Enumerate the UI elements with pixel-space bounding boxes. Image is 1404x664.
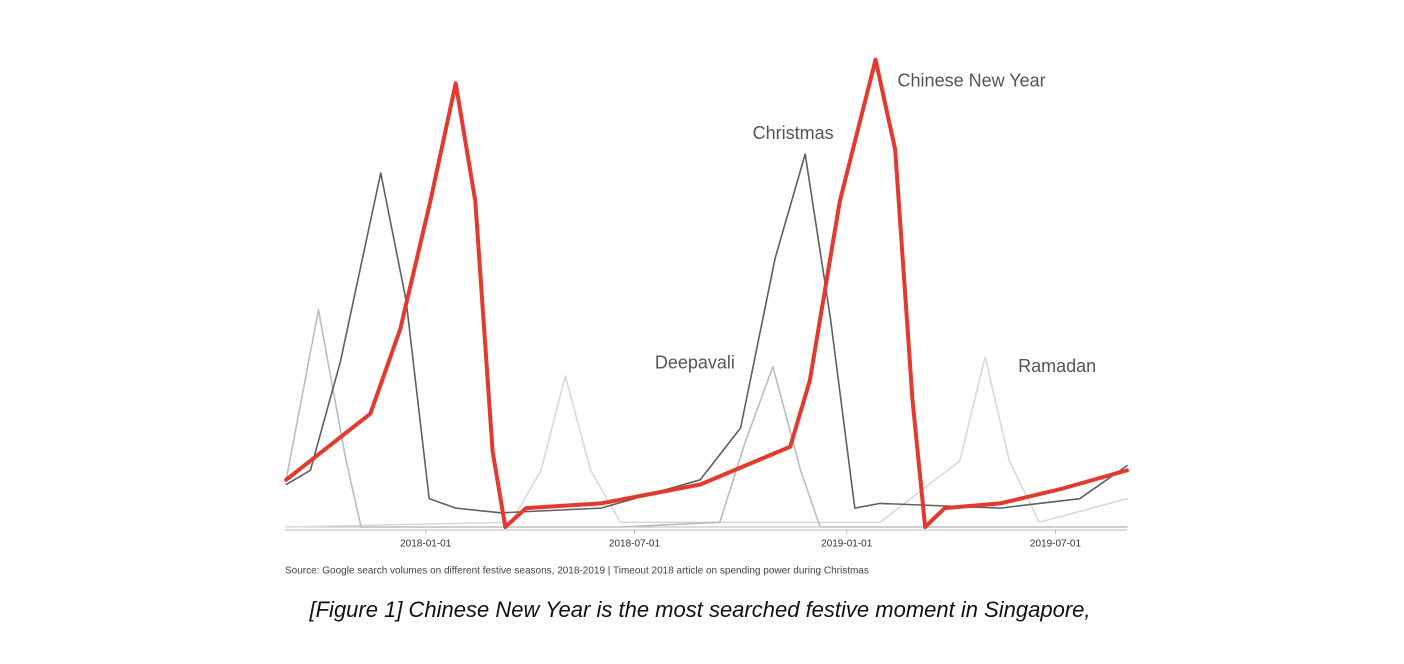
series-line	[285, 309, 1128, 528]
x-tick-label: 2018-07-01	[609, 539, 661, 550]
series-label: Chinese New Year	[898, 70, 1046, 90]
series-line	[285, 153, 1128, 514]
x-tick-label: 2019-01-01	[821, 539, 873, 550]
series-label: Ramadan	[1018, 356, 1096, 376]
series-label: Deepavali	[655, 352, 735, 372]
series-line	[284, 57, 1129, 529]
series-label: Christmas	[753, 123, 834, 143]
caption: [Figure 1] Chinese New Year is the most …	[309, 597, 1091, 622]
series-line	[285, 356, 1128, 528]
x-tick-label: 2019-07-01	[1030, 539, 1082, 550]
source-note: Source: Google search volumes on differe…	[285, 566, 869, 577]
x-tick-label: 2018-01-01	[400, 539, 452, 550]
